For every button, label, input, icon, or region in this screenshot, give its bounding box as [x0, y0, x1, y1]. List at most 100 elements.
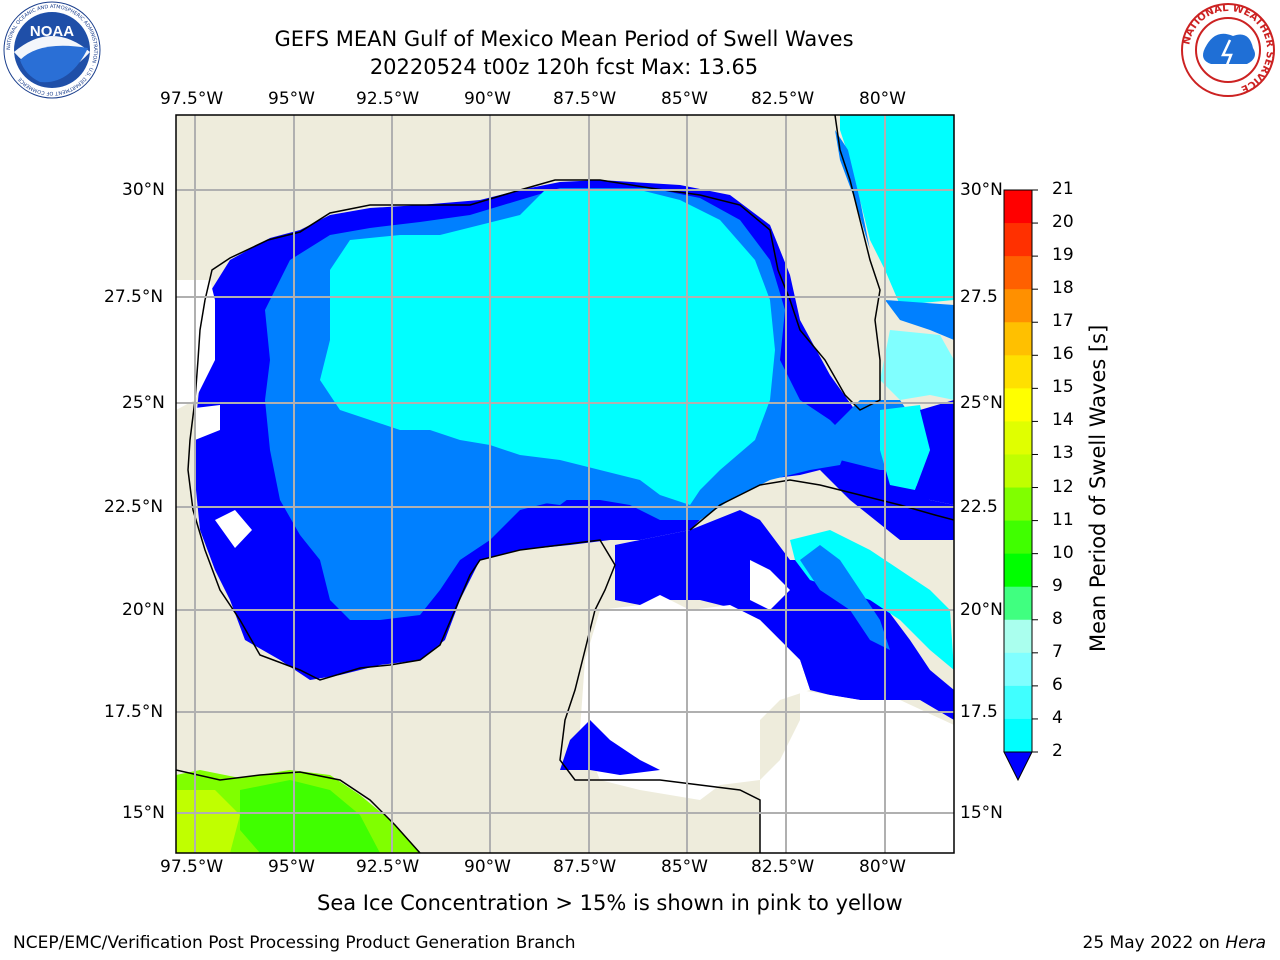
colorbar-segment [1004, 586, 1032, 621]
colorbar-segment [1004, 685, 1032, 720]
colorbar-segment [1004, 487, 1032, 522]
colorbar-segment [1004, 454, 1032, 489]
lon-label-top: 95°W [268, 89, 315, 109]
footer-date: 25 May 2022 on Hera [1083, 933, 1267, 953]
swell-period-band-6-7 [880, 405, 930, 490]
swell-period-band-6-7 [840, 115, 954, 305]
swell-period-band-7-8 [880, 330, 954, 400]
lon-label-bottom: 95°W [268, 857, 315, 877]
no-data-area [580, 595, 810, 800]
colorbar-segment [1004, 190, 1032, 224]
colorbar-frame [1003, 189, 1033, 753]
colorbar-segment [1004, 652, 1032, 687]
lon-label-bottom: 97.5°W [160, 857, 224, 877]
coastline [689, 479, 954, 531]
lat-label-left: 22.5°N [104, 497, 164, 517]
colorbar-tick-label: 21 [1052, 179, 1074, 199]
footer-machine: Hera [1225, 933, 1266, 953]
chart-subtitle: 20220524 t00z 120h fcst Max: 13.65 [369, 55, 759, 79]
lon-label-top: 82.5°W [751, 89, 815, 109]
swell-period-band-4-6 [800, 545, 890, 650]
noaa-logo-text: NOAA [30, 23, 74, 40]
no-data-area [215, 510, 252, 548]
colorbar-segment [1004, 223, 1032, 257]
lon-label-top: 90°W [464, 89, 511, 109]
lat-label-right: 25°N [960, 393, 1003, 413]
colorbar-tick-label: 4 [1052, 707, 1063, 728]
nws-logo: NATIONAL WEATHER SERVICE [1181, 3, 1275, 97]
lat-label-right: 22.5 [960, 497, 998, 517]
lon-label-top: 92.5°W [356, 89, 420, 109]
colorbar-segment [1004, 553, 1032, 588]
colorbar-tick-label: 18 [1052, 278, 1074, 299]
colorbar-extend-arrow [1003, 751, 1033, 782]
lat-label-right: 17.5 [960, 702, 998, 722]
colorbar-segment [1004, 388, 1032, 422]
noaa-logo: NOAA NATIONAL OCEANIC AND ATMOSPHERIC AD… [3, 1, 101, 99]
lon-label-bottom: 92.5°W [356, 857, 420, 877]
lat-label-right: 27.5 [960, 287, 998, 307]
swell-period-band-6-7 [320, 190, 775, 505]
no-data-area [750, 560, 790, 610]
lat-label-right: 30°N [960, 180, 1003, 200]
colorbar-tick-label: 10 [1052, 542, 1074, 563]
lon-label-bottom: 85°W [661, 857, 708, 877]
swell-period-band-2-4 [615, 510, 954, 720]
coastline [187, 299, 761, 853]
colorbar-tick-label: 12 [1052, 476, 1074, 497]
lat-label-left: 25°N [122, 393, 165, 413]
lat-label-right: 15°N [960, 803, 1003, 823]
colorbar-tick-label: 13 [1052, 443, 1074, 464]
colorbar-tick-label: 6 [1052, 674, 1063, 695]
coastline [176, 769, 421, 853]
swell-period-band-4-6 [500, 460, 580, 505]
footer-credit: NCEP/EMC/Verification Post Processing Pr… [13, 933, 576, 953]
chart-title: GEFS MEAN Gulf of Mexico Mean Period of … [274, 27, 854, 51]
lat-label-left: 30°N [122, 180, 165, 200]
colorbar-tick-label: 20 [1052, 212, 1074, 233]
colorbar-tick-label: 8 [1052, 608, 1063, 629]
colorbar-tick-label: 2 [1052, 741, 1063, 761]
colorbar-tick-label: 14 [1052, 410, 1074, 431]
colorbar-segment [1004, 256, 1032, 290]
lat-label-left: 17.5°N [104, 702, 164, 722]
swell-period-band-4-6 [885, 300, 954, 340]
lat-label-left: 27.5°N [104, 287, 164, 307]
lon-label-bottom: 80°W [859, 857, 906, 877]
lon-label-top: 87.5°W [553, 89, 617, 109]
coastline [204, 115, 881, 411]
lon-label-bottom: 90°W [464, 857, 511, 877]
colorbar-segment [1004, 718, 1032, 753]
sea-ice-note: Sea Ice Concentration > 15% is shown in … [317, 891, 903, 915]
colorbar-tick-label: 15 [1052, 377, 1074, 398]
colorbar-label: Mean Period of Swell Waves [s] [1086, 324, 1110, 652]
colorbar-tick-label: 17 [1052, 311, 1074, 332]
colorbar-segment [1004, 421, 1032, 455]
lat-label-right: 20°N [960, 600, 1003, 620]
colorbar-segment [1004, 520, 1032, 555]
lon-label-bottom: 87.5°W [553, 857, 617, 877]
lon-label-top: 80°W [859, 89, 906, 109]
colorbar-tick-label: 11 [1052, 509, 1074, 530]
lat-label-left: 15°N [122, 803, 165, 823]
lat-label-left: 20°N [122, 600, 165, 620]
colorbar-tick-label: 9 [1052, 575, 1063, 596]
lon-label-bottom: 82.5°W [751, 857, 815, 877]
lon-label-top: 97.5°W [160, 89, 224, 109]
swell-period-band-2-4 [560, 720, 660, 775]
graticule [176, 115, 954, 853]
colorbar-segment [1004, 619, 1032, 654]
swell-period-band-11-12 [240, 780, 380, 853]
colorbar-segment [1004, 322, 1032, 356]
colorbar-segment [1004, 289, 1032, 323]
colorbar-tick-label: 19 [1052, 245, 1074, 266]
map-frame [175, 114, 955, 854]
lon-label-top: 85°W [661, 89, 708, 109]
swell-period-band-2-4 [915, 400, 954, 505]
footer-date-text: 25 May 2022 on [1082, 933, 1226, 953]
swell-period-band-12-13 [176, 790, 240, 853]
colorbar-tick-label: 7 [1052, 641, 1063, 662]
no-data-area [195, 405, 220, 440]
